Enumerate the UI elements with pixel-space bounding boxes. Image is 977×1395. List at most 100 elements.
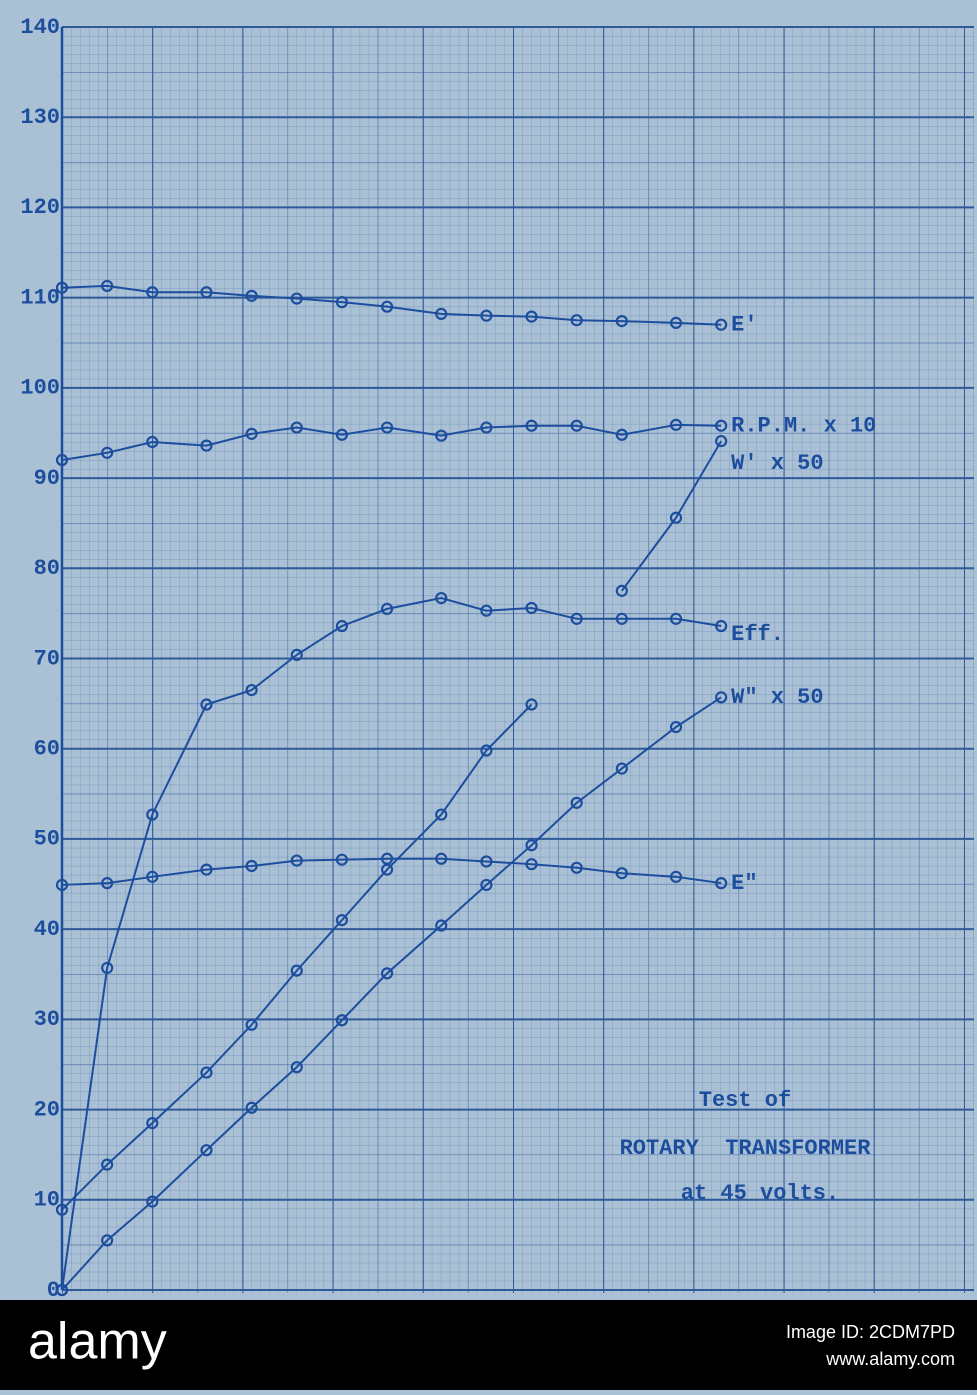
- series-label: W" x 50: [731, 685, 823, 710]
- data-point: [435, 852, 448, 865]
- series-label: Eff.: [731, 622, 784, 647]
- data-point: [290, 854, 303, 867]
- data-point: [669, 720, 683, 734]
- data-point: [570, 796, 583, 809]
- data-point: [200, 439, 213, 452]
- data-point: [200, 863, 213, 876]
- data-point: [200, 1144, 213, 1157]
- y-tick-label: 40: [34, 917, 60, 942]
- data-point: [146, 1195, 159, 1208]
- data-point: [245, 859, 258, 873]
- data-point: [715, 619, 728, 633]
- data-point: [101, 961, 114, 975]
- data-point: [380, 300, 394, 313]
- y-tick-label: 130: [20, 105, 60, 130]
- footer-bar: [0, 1300, 977, 1390]
- y-tick-label: 80: [34, 556, 60, 581]
- data-point: [669, 316, 683, 330]
- data-point: [335, 428, 349, 441]
- data-point: [525, 839, 538, 852]
- data-point: [55, 453, 69, 467]
- data-point: [570, 419, 583, 432]
- data-point: [435, 919, 448, 932]
- data-point: [525, 601, 538, 615]
- data-point: [245, 1101, 258, 1114]
- data-point: [146, 870, 159, 883]
- data-point: [615, 314, 628, 328]
- data-point: [55, 878, 69, 892]
- data-point: [290, 421, 303, 434]
- data-point: [525, 310, 538, 323]
- series-label: W' x 50: [731, 451, 823, 476]
- data-point: [669, 511, 683, 524]
- data-point: [435, 429, 448, 442]
- y-tick-label: 120: [20, 195, 60, 220]
- data-point: [669, 870, 683, 883]
- data-point: [200, 1066, 213, 1079]
- data-point: [380, 602, 394, 615]
- series-line: [61, 284, 722, 326]
- data-point: [615, 762, 628, 775]
- series-line: [61, 703, 533, 1211]
- series-label: R.P.M. x 10: [731, 414, 876, 439]
- y-tick-label: 30: [34, 1007, 60, 1032]
- series-line: [61, 597, 722, 1291]
- data-point: [570, 612, 583, 625]
- data-point: [380, 421, 394, 434]
- data-point: [480, 309, 493, 322]
- data-point: [101, 279, 114, 293]
- data-point: [525, 419, 538, 432]
- data-point: [615, 612, 628, 625]
- series-label: E": [731, 871, 757, 896]
- data-point: [55, 1283, 69, 1297]
- data-point: [615, 867, 628, 880]
- y-tick-label: 10: [34, 1188, 60, 1213]
- data-point: [146, 435, 159, 449]
- series-line: [61, 696, 722, 1291]
- data-point: [146, 286, 159, 299]
- data-point: [525, 698, 538, 711]
- data-point: [669, 612, 683, 625]
- data-point: [380, 967, 394, 980]
- series-line: [621, 440, 723, 592]
- data-point: [715, 419, 728, 432]
- data-point: [380, 852, 394, 865]
- annotation: ROTARY TRANSFORMER: [620, 1136, 872, 1161]
- data-point: [615, 428, 628, 441]
- data-point: [245, 427, 258, 440]
- data-point: [435, 307, 448, 320]
- y-tick-label: 60: [34, 737, 60, 762]
- annotation: at 45 volts.: [681, 1181, 839, 1206]
- y-tick-label: 20: [34, 1097, 60, 1122]
- y-tick-label: 110: [20, 285, 60, 310]
- y-tick-label: 50: [34, 827, 60, 852]
- data-point: [245, 289, 258, 302]
- data-point: [525, 858, 538, 871]
- data-point: [146, 1117, 159, 1130]
- data-point: [669, 418, 683, 431]
- data-point: [101, 1234, 114, 1247]
- data-point: [290, 1061, 303, 1074]
- data-point: [335, 1014, 349, 1027]
- data-point: [715, 318, 728, 331]
- data-point: [480, 604, 493, 617]
- data-point: [715, 877, 728, 890]
- data-point: [55, 1203, 69, 1216]
- data-point: [101, 1158, 114, 1171]
- data-point: [480, 855, 493, 868]
- data-point: [335, 853, 349, 866]
- brand: alamy: [28, 1313, 167, 1371]
- series-line: [61, 423, 722, 462]
- annotation: Test of: [699, 1088, 791, 1113]
- data-point: [290, 964, 303, 977]
- data-point: [480, 878, 493, 892]
- data-point: [335, 296, 349, 309]
- data-point: [245, 1018, 258, 1031]
- data-point: [480, 421, 493, 434]
- data-point: [615, 584, 628, 597]
- data-point: [335, 619, 349, 633]
- data-point: [715, 434, 728, 448]
- url: www.alamy.com: [825, 1349, 955, 1369]
- data-point: [200, 698, 213, 711]
- y-tick-label: 0: [47, 1278, 60, 1303]
